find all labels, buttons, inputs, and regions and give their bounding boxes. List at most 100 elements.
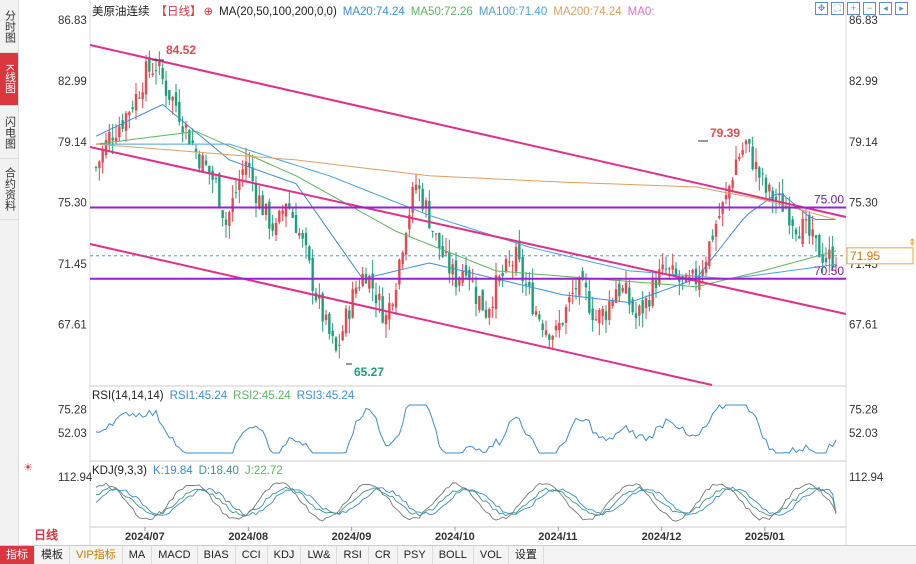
candle-body — [114, 137, 118, 142]
y-tick-left: 71.45 — [58, 259, 87, 271]
candle-body — [628, 287, 631, 305]
rsi3-value: RSI3:45.24 — [296, 390, 355, 402]
horizontal-line-label: 70.50 — [814, 264, 844, 278]
candle-body — [541, 323, 544, 330]
candle-body — [731, 180, 734, 188]
candle-body — [198, 154, 201, 169]
candle-body — [638, 305, 641, 316]
kdj-j-value: J:22.72 — [244, 465, 283, 477]
candle-body — [514, 246, 518, 272]
indicator-tab-9[interactable]: RSI — [337, 546, 369, 564]
candle-body — [818, 235, 821, 258]
indicator-tab-4[interactable]: MACD — [152, 546, 198, 564]
indicator-tab-14[interactable]: 设置 — [509, 546, 544, 564]
y-tick-left: 75.30 — [58, 198, 87, 210]
high-annotation: 84.52 — [166, 43, 196, 57]
candle-body — [308, 246, 311, 261]
settings-icon[interactable]: ⊕ — [203, 6, 214, 18]
candle-body — [274, 222, 278, 235]
candle-body — [511, 265, 514, 267]
candle-body — [438, 232, 441, 249]
candle-body — [354, 287, 358, 294]
tab-kline[interactable]: K线图 — [0, 53, 18, 106]
indicator-tab-7[interactable]: KDJ — [268, 546, 302, 564]
candle-body — [491, 306, 494, 309]
candle-body — [344, 308, 348, 334]
candle-body — [704, 261, 708, 273]
period-selector[interactable]: 日线 — [34, 528, 59, 542]
y-tick-right: 82.99 — [849, 76, 878, 88]
candle-body — [191, 140, 194, 144]
candle-body — [138, 97, 141, 99]
candle-body — [548, 334, 551, 340]
candle-body — [441, 246, 444, 257]
candle-body — [111, 137, 114, 141]
candle-body — [144, 61, 148, 95]
candle-body — [738, 156, 741, 160]
candle-body — [464, 265, 468, 276]
trend-channel-line — [89, 243, 713, 386]
candle-body — [244, 161, 248, 175]
candle-body — [98, 161, 101, 169]
candle-body — [234, 192, 238, 194]
indicator-tab-5[interactable]: BIAS — [198, 546, 236, 564]
candle-body — [558, 322, 561, 331]
tab-timeshare[interactable]: 分时图 — [0, 0, 18, 53]
candle-body — [484, 309, 488, 318]
candle-body — [414, 184, 418, 191]
candle-body — [828, 249, 831, 259]
symbol-name: 美原油连续 — [92, 6, 150, 18]
tab-flash[interactable]: 闪电图 — [0, 106, 18, 159]
zoom-out-icon[interactable]: − — [863, 2, 876, 15]
candle-body — [238, 181, 241, 191]
crosshair-icon[interactable]: ✥ — [815, 2, 828, 15]
ma-params: MA(20,50,100,200,0,0) — [219, 6, 337, 18]
tab-contract-info[interactable]: 合约资料 — [0, 159, 18, 220]
candle-body — [394, 290, 398, 308]
candle-body — [824, 258, 828, 263]
rsi-y-tick-right: 75.28 — [849, 405, 878, 417]
scroll-right-icon[interactable]: ▸ — [895, 2, 908, 15]
candle-body — [101, 149, 104, 163]
ma-line-ma50 — [95, 130, 837, 288]
candle-body — [714, 223, 718, 237]
indicator-tab-1[interactable]: 模板 — [35, 546, 70, 564]
candle-body — [384, 315, 388, 325]
rsi2-value: RSI2:45.24 — [233, 390, 291, 402]
candle-body — [391, 304, 394, 307]
candle-body — [368, 275, 371, 289]
zoom-in-icon[interactable]: + — [847, 2, 860, 15]
candle-body — [608, 301, 611, 320]
ma20-value: MA20:74.24 — [342, 6, 405, 18]
candle-body — [751, 146, 754, 170]
x-tick-label: 2024/09 — [332, 531, 372, 543]
indicator-tab-2[interactable]: VIP指标 — [70, 546, 123, 564]
candle-body — [834, 264, 838, 266]
ma-line-ma200 — [95, 143, 837, 220]
horizontal-line-label: 75.00 — [814, 192, 844, 206]
candle-body — [241, 169, 244, 175]
indicator-tab-12[interactable]: BOLL — [433, 546, 474, 564]
kdj-line-d — [96, 486, 837, 517]
indicator-tab-8[interactable]: LW& — [301, 546, 338, 564]
low-annotation: 65.27 — [354, 365, 384, 379]
candle-body — [551, 336, 554, 340]
scroll-left-icon[interactable]: ◂ — [879, 2, 892, 15]
candle-body — [821, 253, 824, 263]
indicator-tab-3[interactable]: MA — [123, 546, 153, 564]
candle-body — [524, 283, 528, 286]
x-tick-label: 2024/08 — [228, 531, 268, 543]
indicator-tab-10[interactable]: CR — [369, 546, 398, 564]
candle-body — [708, 241, 711, 267]
indicator-tab-0[interactable]: 指标 — [0, 546, 35, 564]
candle-body — [331, 330, 334, 337]
rsi-legend: RSI(14,14,14) RSI1:45.24 RSI2:45.24 RSI3:45… — [92, 390, 360, 402]
indicator-tab-6[interactable]: CCI — [236, 546, 268, 564]
kdj-k-value: K:19.84 — [152, 465, 193, 477]
candle-body — [591, 308, 594, 321]
indicator-tab-11[interactable]: PSY — [398, 546, 433, 564]
fit-icon[interactable]: ⛶ — [831, 2, 844, 15]
kdj-line-k — [95, 486, 837, 516]
y-tick-left: 79.14 — [58, 137, 87, 149]
indicator-tab-13[interactable]: VOL — [474, 546, 509, 564]
